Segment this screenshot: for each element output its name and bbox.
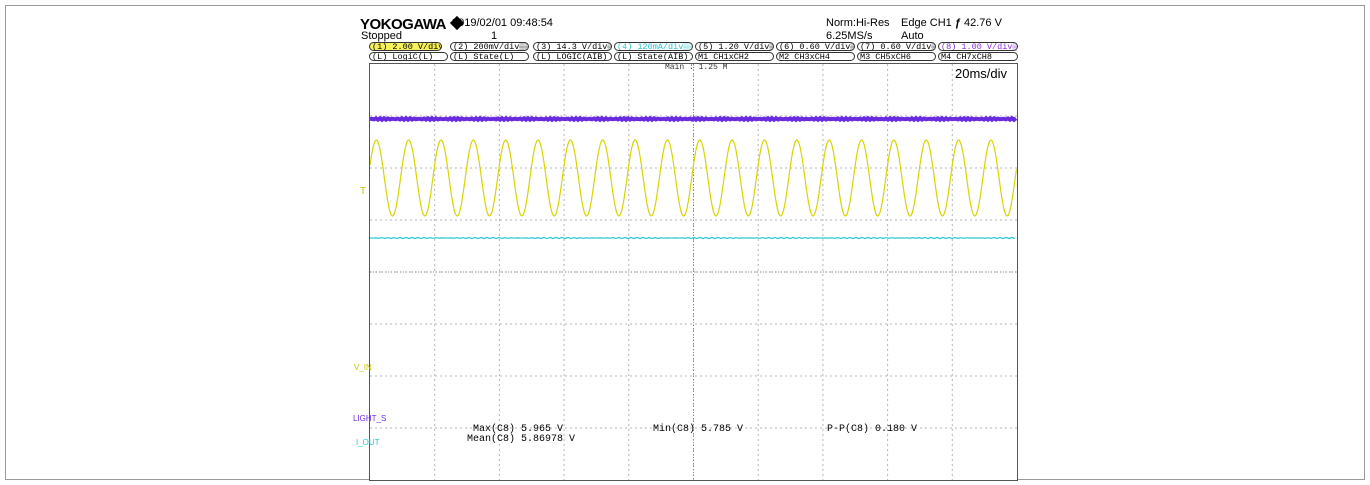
- acquisition-count: 1: [491, 30, 498, 42]
- sample-rate: 6.25MS/s: [826, 30, 873, 42]
- channel-7-box[interactable]: (7) 0.60 V/div▒▒: [857, 42, 936, 51]
- datetime: 2019/02/01 09:48:54: [452, 17, 553, 29]
- ch4-waveform: [370, 236, 1016, 240]
- channel-8-box[interactable]: (8) 1.00 V/div▒▒: [938, 42, 1018, 51]
- measure-mean: Mean(C8) 5.86978 V: [467, 434, 576, 445]
- measure-peak-to-peak: P-P(C8) 0.180 V: [827, 424, 918, 435]
- math-m4-box[interactable]: M4 CH7xCH8: [938, 52, 1018, 61]
- main-record-label: Main : 1.25 M: [665, 63, 728, 72]
- ch8-waveform: [370, 115, 1017, 123]
- channel-2-box[interactable]: (2) 200mV/div▒▒: [450, 42, 529, 51]
- state-l-box[interactable]: (L) State(L): [450, 52, 529, 61]
- logic-aib-box[interactable]: (L) LOGIC(AIB): [533, 52, 612, 61]
- iout-label: I_OUT: [356, 438, 380, 447]
- channel-1-box[interactable]: (1) 2.00 V/div▒▒: [369, 42, 442, 51]
- acquisition-mode: Norm:Hi-Res: [826, 17, 890, 29]
- waveform-display[interactable]: [369, 63, 1018, 481]
- light-label: LIGHT_S: [353, 414, 387, 423]
- measure-max: Max(C8) 5.965 V: [473, 424, 564, 435]
- math-m3-box[interactable]: M3 CH5xCH6: [857, 52, 936, 61]
- waveform-canvas: [370, 64, 1017, 480]
- trigger-mode: Auto: [901, 30, 924, 42]
- math-m2-box[interactable]: M2 CH3xCH4: [776, 52, 855, 61]
- rising-edge-icon: ƒ: [954, 17, 961, 29]
- logic-l-box[interactable]: (L) LogiC(L): [369, 52, 448, 61]
- measure-min: Min(C8) 5.785 V: [653, 424, 744, 435]
- channel-5-box[interactable]: (5) 1.20 V/div▒▒: [695, 42, 774, 51]
- vin-label: V_IN: [354, 363, 372, 372]
- trigger-setting: Edge CH1 ƒ 42.76 V: [901, 17, 1002, 29]
- channel-row-1: (1) 2.00 V/div▒▒ (2) 200mV/div▒▒ (3) 14.…: [369, 42, 1018, 52]
- channel-4-box[interactable]: (4) 120mA/div▒▒: [614, 42, 693, 51]
- channel-row-2: (L) LogiC(L) (L) State(L) (L) LOGIC(AIB)…: [369, 52, 1018, 62]
- time-per-div: 20ms/div: [955, 66, 1008, 81]
- channel-3-box[interactable]: (3) 14.3 V/div▒▒: [533, 42, 612, 51]
- math-m1-box[interactable]: M1 CH1xCH2: [695, 52, 774, 61]
- channel-6-box[interactable]: (6) 0.60 V/div▒▒: [776, 42, 855, 51]
- acquisition-status: Stopped: [361, 30, 402, 42]
- trigger-level-marker: T: [360, 186, 367, 197]
- ch1-waveform: [370, 139, 1017, 217]
- brand-logo: YOKOGAWA: [360, 15, 465, 33]
- state-aib-box[interactable]: (L) State(AIB): [614, 52, 693, 61]
